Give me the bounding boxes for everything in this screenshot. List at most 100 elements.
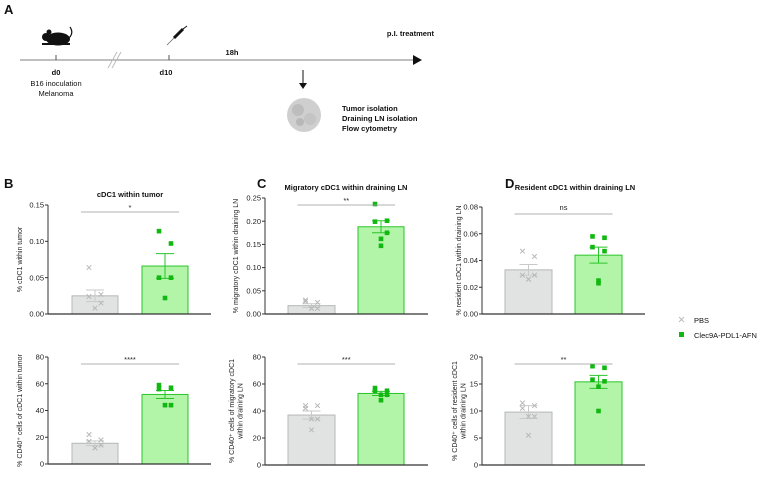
y-tick-label: 20	[470, 353, 478, 362]
data-point	[590, 234, 595, 239]
syringe-icon	[166, 25, 188, 46]
data-point	[98, 442, 104, 448]
data-point	[98, 300, 104, 306]
y-tick-label: 0.15	[246, 240, 261, 249]
y-axis-label: % resident cDC1 within draining LN	[456, 205, 463, 315]
significance-label: *	[129, 203, 132, 212]
data-point	[86, 431, 92, 438]
y-tick-label: 0.02	[463, 283, 478, 292]
data-point	[525, 276, 532, 282]
chart-5: % CD40⁺ cells of resident cDC1 within dra…	[452, 353, 645, 470]
legend: PBS Clec9A-PDL1-AFN	[678, 316, 757, 340]
chart-4: Resident cDC1 within draining LN % reside…	[456, 183, 645, 319]
y-axis-label: % cDC1 within tumor	[17, 226, 24, 292]
chart-2: Migratory cDC1 within draining LN % migra…	[233, 183, 428, 319]
data-point	[156, 275, 162, 280]
y-tick-label: 0.05	[246, 286, 261, 295]
interval-label: 18h	[226, 48, 239, 57]
d0-desc-2: Melanoma	[38, 89, 74, 98]
bar-pbs	[287, 414, 336, 466]
y-tick-label: 10	[470, 407, 478, 416]
data-point	[314, 305, 321, 312]
y-axis-label: % CD40⁺ cells of migratory cDC1 within dr…	[229, 359, 245, 463]
data-point	[162, 295, 168, 301]
d10-label: d10	[160, 68, 173, 77]
y-axis-label-line: within draining LN	[461, 383, 468, 440]
chart-3: % CD40⁺ cells of migratory cDC1 within dr…	[229, 353, 428, 470]
data-point	[156, 228, 162, 234]
bar-pbs	[71, 442, 119, 465]
data-point	[156, 386, 162, 392]
data-point	[168, 385, 174, 391]
d0-label: d0	[52, 68, 61, 77]
y-axis-label: % CD40⁺ cells of resident cDC1 within dra…	[452, 361, 468, 461]
y-axis-label: % migratory cDC1 within draining LN	[233, 199, 240, 313]
data-point	[86, 293, 92, 300]
data-point	[596, 278, 601, 283]
data-point	[308, 305, 315, 312]
y-axis-label-line: % cDC1 within tumor	[17, 226, 24, 292]
mouse-icon	[42, 26, 73, 46]
data-point	[372, 219, 378, 224]
y-axis-label: % CD40⁺ cells of cDC1 within tumor	[17, 354, 24, 467]
data-point	[302, 405, 309, 411]
tumor-icon	[287, 98, 321, 132]
y-tick-label: 20	[253, 434, 261, 443]
y-axis-label-line: within draining LN	[238, 383, 245, 440]
significance-label: ***	[342, 355, 351, 364]
y-tick-label: 0	[40, 460, 44, 469]
y-tick-label: 0.15	[29, 201, 44, 210]
data-point	[168, 275, 174, 280]
data-point	[314, 299, 321, 306]
y-tick-label: 0	[257, 461, 261, 470]
y-axis-label-line: % resident cDC1 within draining LN	[456, 205, 463, 315]
bar-afn	[357, 392, 405, 466]
significance-label: **	[561, 355, 567, 364]
y-axis-label-line: % CD40⁺ cells of migratory cDC1	[229, 359, 236, 463]
data-point	[92, 445, 98, 451]
data-point	[98, 291, 104, 298]
data-point	[302, 297, 309, 303]
y-tick-label: 0.25	[246, 194, 261, 203]
data-point	[302, 298, 309, 305]
panel-label-d: D	[505, 176, 514, 191]
data-point	[602, 379, 607, 384]
data-point	[602, 235, 607, 241]
y-axis-label-line: % CD40⁺ cells of resident cDC1	[452, 361, 459, 461]
data-point	[519, 405, 526, 411]
data-point	[531, 272, 538, 278]
y-tick-label: 0.20	[246, 217, 261, 226]
data-point	[531, 402, 538, 409]
chart-title: Migratory cDC1 within draining LN	[285, 183, 408, 192]
panel-label-b: B	[4, 176, 13, 191]
y-tick-label: 0.00	[246, 310, 261, 319]
y-tick-label: 0.10	[246, 263, 261, 272]
y-tick-label: 0.06	[463, 229, 478, 238]
y-tick-label: 0.00	[29, 310, 44, 319]
data-point	[378, 236, 384, 242]
data-point	[519, 272, 526, 278]
step-1: Tumor isolation	[342, 104, 398, 113]
y-tick-label: 0	[474, 461, 478, 470]
panel-label-a: A	[4, 2, 14, 17]
treatment-label: p.I. treatment	[387, 29, 435, 38]
data-point	[590, 363, 595, 369]
chart-1: % CD40⁺ cells of cDC1 within tumor 0 20 40 6…	[17, 353, 211, 469]
y-tick-label: 0.10	[29, 237, 44, 246]
legend-label-afn: Clec9A-PDL1-AFN	[694, 331, 757, 340]
y-tick-label: 80	[36, 353, 44, 362]
panel-label-c: C	[257, 176, 267, 191]
data-point	[92, 305, 98, 311]
data-point	[531, 253, 538, 260]
data-point	[308, 427, 315, 433]
data-point	[86, 438, 92, 444]
chart-title: cDC1 within tumor	[97, 190, 163, 199]
data-point	[596, 384, 601, 389]
data-point	[156, 382, 162, 388]
y-axis-label-line: % CD40⁺ cells of cDC1 within tumor	[17, 354, 24, 467]
data-point	[378, 397, 384, 403]
y-tick-label: 15	[470, 380, 478, 389]
data-point	[590, 377, 595, 382]
step-3: Flow cytometry	[342, 124, 398, 133]
